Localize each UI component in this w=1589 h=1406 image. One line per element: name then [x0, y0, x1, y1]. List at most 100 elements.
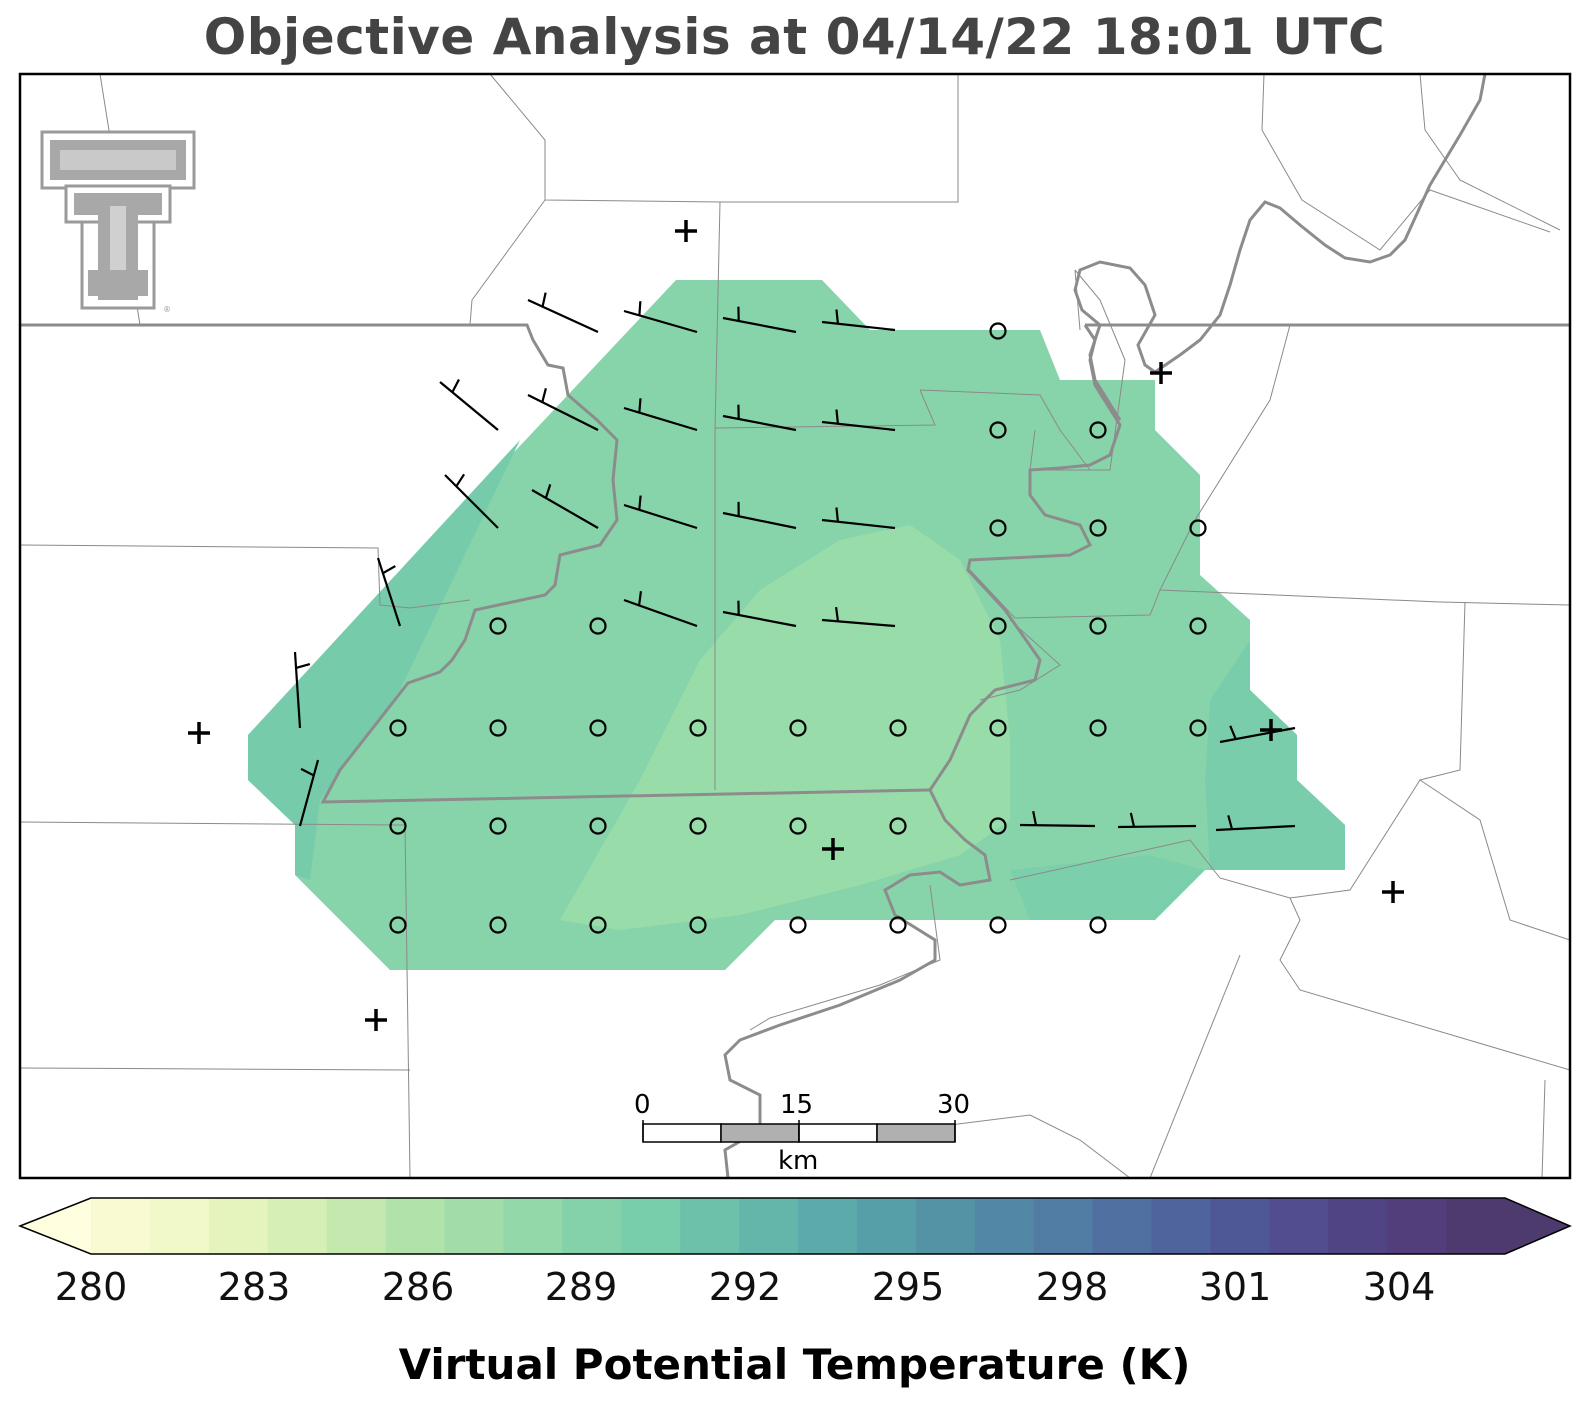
wind-barb-shaft: [722, 414, 797, 432]
scale-bar-unit: km: [778, 1146, 819, 1176]
calm-wind-circle: [1189, 617, 1207, 635]
calm-wind-circle: [689, 719, 707, 737]
calm-wind-circle: [1089, 617, 1107, 635]
colorbar-outline: [17, 1197, 1572, 1255]
calm-wind-circle: [1089, 719, 1107, 737]
calm-wind-circle: [989, 916, 1007, 934]
wind-barb-flag: [1032, 810, 1038, 826]
calm-wind-circle: [789, 817, 807, 835]
wind-barb-shaft: [1215, 824, 1296, 832]
calm-wind-circle: [1189, 719, 1207, 737]
figure-title: Objective Analysis at 04/14/22 18:01 UTC: [203, 8, 1386, 66]
wind-barb-shaft: [1219, 726, 1296, 744]
wind-barb-shaft: [623, 503, 698, 530]
wind-barb-shaft: [1117, 824, 1197, 829]
colorbar-tick-label: 298: [1035, 1265, 1109, 1309]
colorbar-tick-label: 301: [1198, 1265, 1272, 1309]
station-plus-marker: [365, 1009, 387, 1031]
calm-wind-circle: [989, 519, 1007, 537]
wind-barb-flag: [451, 378, 460, 393]
calm-wind-circle: [389, 817, 407, 835]
colorbar-segment: [621, 1198, 681, 1254]
calm-wind-circle: [1089, 916, 1107, 934]
wind-barb-shaft: [821, 320, 896, 332]
wind-barb-shaft: [623, 309, 698, 334]
wind-barb-shaft: [439, 381, 499, 431]
station-plus-marker: [188, 722, 210, 744]
station-plus-marker: [1150, 362, 1172, 384]
colorbar-segment: [326, 1198, 387, 1254]
colorbar-segment: [1210, 1198, 1270, 1254]
colorbar-segment: [562, 1198, 622, 1254]
calm-wind-circle: [989, 617, 1007, 635]
scale-bar: [642, 1120, 956, 1143]
calm-wind-circle: [1089, 519, 1107, 537]
colorbar-tick-label: 286: [381, 1265, 455, 1309]
wind-barb-flag: [382, 565, 396, 575]
colorbar-segment: [1387, 1198, 1447, 1254]
calm-wind-circle: [1189, 519, 1207, 537]
scale-bar-label-15: 15: [780, 1090, 814, 1120]
calm-wind-circle: [989, 719, 1007, 737]
colorbar-segment: [739, 1198, 799, 1254]
wind-barb-flag: [1227, 815, 1234, 830]
wind-barb-shaft: [623, 598, 698, 628]
wind-barb-shaft: [527, 394, 599, 431]
wind-barb-shaft: [293, 651, 302, 729]
calm-wind-circle: [789, 916, 807, 934]
calm-wind-circle: [989, 817, 1007, 835]
map-frame: [18, 72, 1572, 1180]
colorbar-segment: [149, 1198, 210, 1254]
colorbar-segment: [856, 1198, 917, 1254]
station-plus-marker: [822, 838, 844, 860]
colorbar-segment: [267, 1198, 328, 1254]
colorbar-label: Virtual Potential Temperature (K): [398, 1340, 1191, 1389]
calm-wind-circle: [689, 916, 707, 934]
wind-barb-shaft: [444, 474, 499, 529]
colorbar-segment: [1446, 1198, 1506, 1254]
wind-barb-shaft: [298, 759, 320, 827]
colorbar-segment: [1033, 1198, 1094, 1254]
colorbar-tick-label: 280: [54, 1265, 128, 1309]
wind-barb-flag: [300, 767, 315, 777]
wind-barb-flag: [541, 292, 547, 307]
colorbar-tick-label: 292: [708, 1265, 782, 1309]
colorbar: [17, 1197, 1572, 1255]
calm-wind-circle: [589, 916, 607, 934]
wind-barb-shaft: [821, 420, 896, 432]
colorbar-segment: [208, 1198, 269, 1254]
colorbar-segment: [680, 1198, 740, 1254]
calm-wind-circle: [889, 719, 907, 737]
analysis-south-fill: [1010, 855, 1205, 920]
calm-wind-circle: [1089, 421, 1107, 439]
colorbar-segment: [1092, 1198, 1153, 1254]
calm-wind-circle: [989, 421, 1007, 439]
calm-wind-circle: [689, 817, 707, 835]
wind-barb-flag: [455, 473, 466, 487]
colorbar-segment: [1151, 1198, 1212, 1254]
wind-barbs: [293, 292, 1296, 832]
wind-barb-flag: [835, 606, 840, 622]
wind-barb-flag: [295, 662, 311, 670]
colorbar-min-extend-arrow: [20, 1198, 91, 1254]
texas-tech-double-t-logo: ®: [40, 130, 196, 314]
calm-wind-circle: [789, 719, 807, 737]
colorbar-segment: [444, 1198, 505, 1254]
wind-barb-flag: [544, 484, 552, 499]
calm-wind-circle: [589, 617, 607, 635]
wind-barb-shaft: [623, 406, 698, 432]
colorbar-segment: [385, 1198, 446, 1254]
wind-barb-shaft: [722, 610, 797, 628]
wind-barb-flag: [1229, 725, 1237, 740]
wind-barb-shaft: [527, 298, 599, 334]
map-area: [20, 74, 1570, 1178]
wind-barb-flag: [638, 495, 642, 510]
wind-barb-flag: [637, 591, 643, 606]
wind-barb-flag: [835, 409, 839, 424]
calm-wind-circle: [489, 817, 507, 835]
calm-wind-circle: [889, 916, 907, 934]
calm-wind-circle: [889, 817, 907, 835]
svg-text:®: ®: [163, 305, 171, 314]
station-plus-marker: [675, 220, 697, 242]
